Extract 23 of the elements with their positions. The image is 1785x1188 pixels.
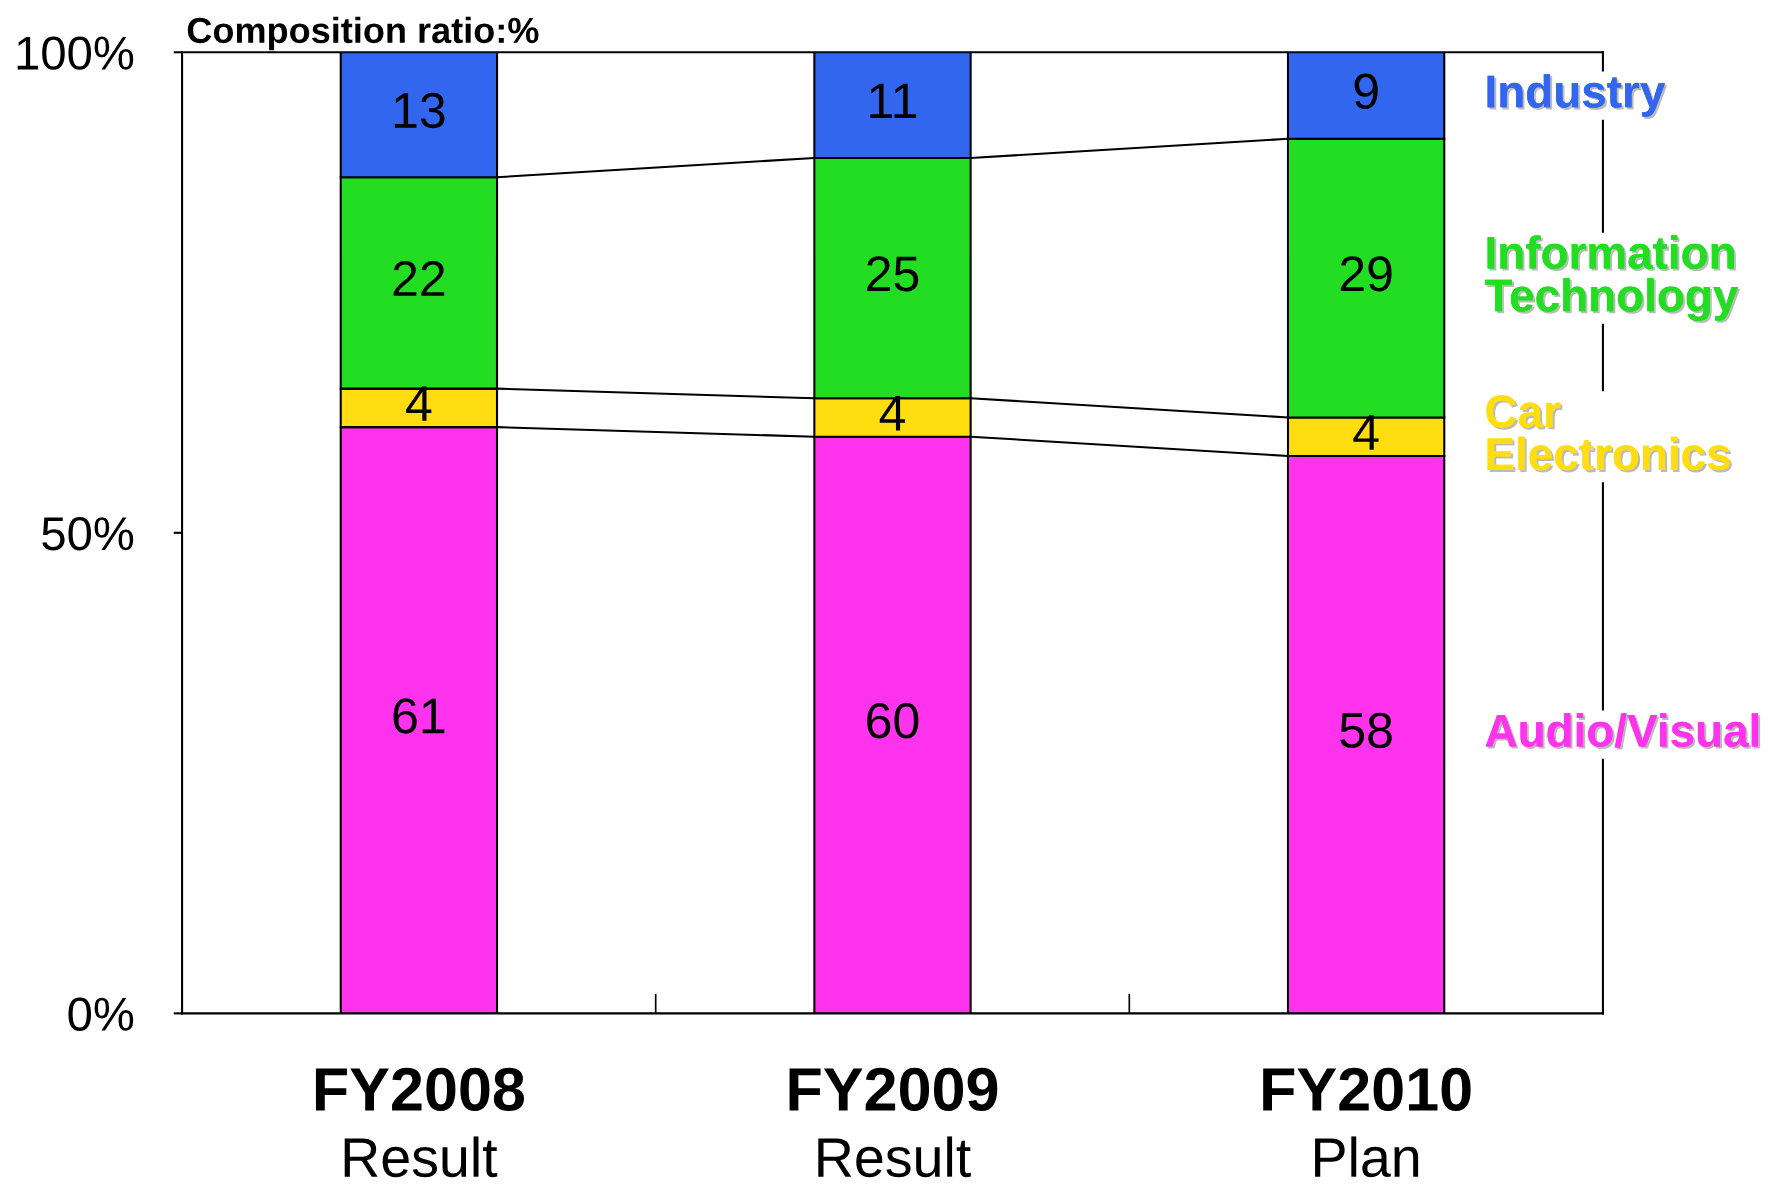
y-tick-label: 0% (68, 997, 134, 1031)
data-label: 61 (393, 698, 445, 734)
y-tick-label: 100% (17, 36, 134, 70)
series-label: Car Electronics (1486, 395, 1732, 473)
data-label: 22 (393, 260, 445, 296)
data-label: 58 (1340, 712, 1392, 749)
category-label: FY2008 Result (315, 1067, 525, 1178)
data-label: 25 (867, 256, 919, 292)
y-axis-title: Composition ratio:% (187, 16, 539, 51)
data-label: 60 (867, 703, 919, 739)
series-label: Industry (1487, 74, 1668, 119)
data-label: 11 (870, 83, 917, 119)
category-label: FY2010 Plan (1263, 1067, 1471, 1178)
data-label: 4 (879, 396, 905, 431)
data-label: 13 (394, 92, 445, 129)
data-label: 4 (406, 386, 432, 421)
y-tick-label: 50% (42, 516, 134, 551)
data-label: 29 (1340, 256, 1392, 292)
series-label: Audio/Visual (1485, 713, 1761, 750)
category-label: FY2009 Result (789, 1067, 998, 1178)
data-label: 4 (1353, 415, 1379, 450)
data-label: 9 (1354, 73, 1378, 109)
series-label: Information Technology (1485, 235, 1741, 324)
